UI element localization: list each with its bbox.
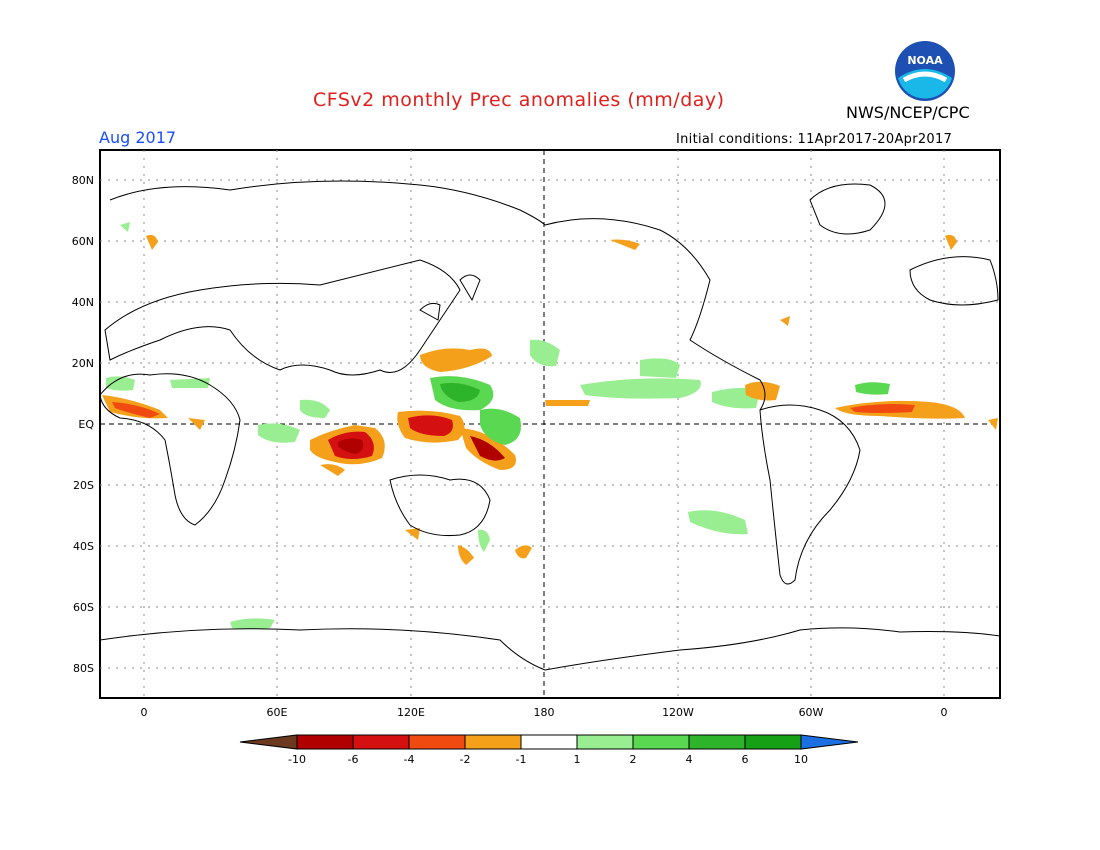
map-title: CFSv2 monthly Prec anomalies (mm/day) xyxy=(313,89,725,111)
lat-label: 40S xyxy=(73,540,94,553)
colorbar-segment xyxy=(688,734,746,750)
lat-label: 60S xyxy=(73,601,94,614)
colorbar-segment xyxy=(744,734,802,750)
forecast-month: Aug 2017 xyxy=(99,128,177,147)
anomaly-shading xyxy=(102,222,998,629)
lon-labels: 0 60E 120E 180 120W 60W 0 xyxy=(141,706,948,719)
colorbar-arrow-low xyxy=(239,734,298,750)
noaa-logo-text: NOAA xyxy=(907,54,943,67)
lat-label: 20N xyxy=(72,357,94,370)
colorbar-segment xyxy=(296,734,354,750)
coastlines xyxy=(99,180,1001,671)
colorbar-segment xyxy=(352,734,410,750)
colorbar-label: 1 xyxy=(574,753,581,766)
colorbar-segment xyxy=(464,734,522,750)
lat-label: 40N xyxy=(72,296,94,309)
colorbar-segment xyxy=(408,734,466,750)
colorbar-segment xyxy=(520,734,578,750)
colorbar-label: 4 xyxy=(686,753,693,766)
lat-label: 80S xyxy=(73,662,94,675)
colorbar-arrow-high xyxy=(800,734,859,750)
noaa-logo: NOAA xyxy=(895,41,955,101)
lon-label: 0 xyxy=(941,706,948,719)
colorbar-label: 2 xyxy=(630,753,637,766)
noaa-logo-gull xyxy=(902,71,948,83)
colorbar-segment xyxy=(632,734,690,750)
lat-label: 80N xyxy=(72,174,94,187)
lon-label: 120E xyxy=(397,706,425,719)
colorbar-label: -4 xyxy=(404,753,415,766)
initial-conditions: Initial conditions: 11Apr2017-20Apr2017 xyxy=(676,132,953,147)
lat-label: 20S xyxy=(73,479,94,492)
lon-label: 60E xyxy=(267,706,288,719)
agency-label: NWS/NCEP/CPC xyxy=(846,103,970,122)
lon-label: 180 xyxy=(534,706,555,719)
lat-label: EQ xyxy=(78,418,94,431)
lon-label: 0 xyxy=(141,706,148,719)
colorbar-segment xyxy=(576,734,634,750)
colorbar: -10 -6 -4 -2 -1 1 2 4 6 10 xyxy=(239,734,859,766)
colorbar-label: -2 xyxy=(460,753,471,766)
colorbar-label: -10 xyxy=(288,753,306,766)
lat-label: 60N xyxy=(72,235,94,248)
colorbar-label: 10 xyxy=(794,753,808,766)
lon-label: 120W xyxy=(662,706,694,719)
colorbar-label: 6 xyxy=(742,753,749,766)
lat-labels: 80N 60N 40N 20N EQ 20S 40S 60S 80S xyxy=(72,174,95,675)
lon-label: 60W xyxy=(799,706,824,719)
colorbar-label: -1 xyxy=(516,753,527,766)
colorbar-label: -6 xyxy=(348,753,359,766)
